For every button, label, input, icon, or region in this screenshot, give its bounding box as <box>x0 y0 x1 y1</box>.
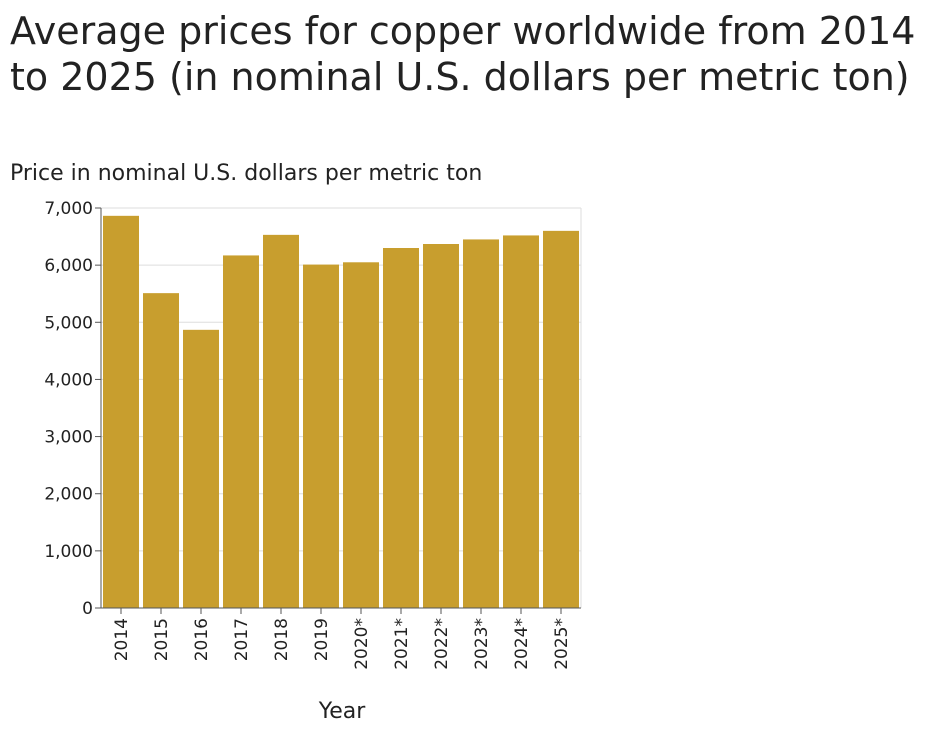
x-tick-label: 2025* <box>552 618 572 670</box>
bar-2022 <box>423 244 459 608</box>
bar-2016 <box>183 329 219 608</box>
x-tick-label: 2021* <box>392 618 412 670</box>
x-tick-label: 2022* <box>432 618 452 670</box>
y-tick-labels: 0 1,000 2,000 3,000 4,000 5,000 6,000 7,000 <box>44 199 93 619</box>
y-tick-label: 7,000 <box>44 199 93 219</box>
bar-2023 <box>463 239 499 608</box>
x-tick-label: 2024* <box>512 618 532 670</box>
y-tick-label: 3,000 <box>44 428 93 448</box>
x-tick-label: 2015 <box>152 618 172 661</box>
x-tick-labels: 2014 2015 2016 2017 2018 2019 2020* 2021* 2022* 2… <box>112 618 572 670</box>
y-tick-label: 5,000 <box>44 313 93 333</box>
y-tick-label: 1,000 <box>44 542 93 562</box>
bars <box>103 215 579 609</box>
x-tick-label: 2020* <box>352 618 372 670</box>
y-tick-label: 4,000 <box>44 370 93 390</box>
x-tick-label: 2018 <box>272 618 292 661</box>
bar-2024 <box>503 235 539 608</box>
x-tick-label: 2023* <box>472 618 492 670</box>
bar-2014 <box>103 215 139 609</box>
bar-2021 <box>383 248 419 608</box>
y-tick-label: 0 <box>82 599 93 619</box>
x-axis-title: Year <box>318 699 367 724</box>
bar-2025 <box>543 230 579 608</box>
bar-2019 <box>303 264 339 608</box>
x-tick-label: 2019 <box>312 618 332 661</box>
bar-2017 <box>223 255 259 608</box>
x-tick-label: 2016 <box>192 618 212 661</box>
x-tick-label: 2014 <box>112 618 132 661</box>
chart-title: Average prices for copper worldwide from… <box>10 9 916 99</box>
gridlines <box>101 207 582 608</box>
bar-2020 <box>343 262 379 608</box>
axes <box>95 207 581 614</box>
bar-2015 <box>143 293 179 608</box>
y-tick-label: 2,000 <box>44 485 93 505</box>
y-axis-title: Price in nominal U.S. dollars per metric… <box>10 161 482 186</box>
bar-2018 <box>263 234 299 608</box>
y-tick-label: 6,000 <box>44 256 93 276</box>
x-tick-label: 2017 <box>232 618 252 661</box>
